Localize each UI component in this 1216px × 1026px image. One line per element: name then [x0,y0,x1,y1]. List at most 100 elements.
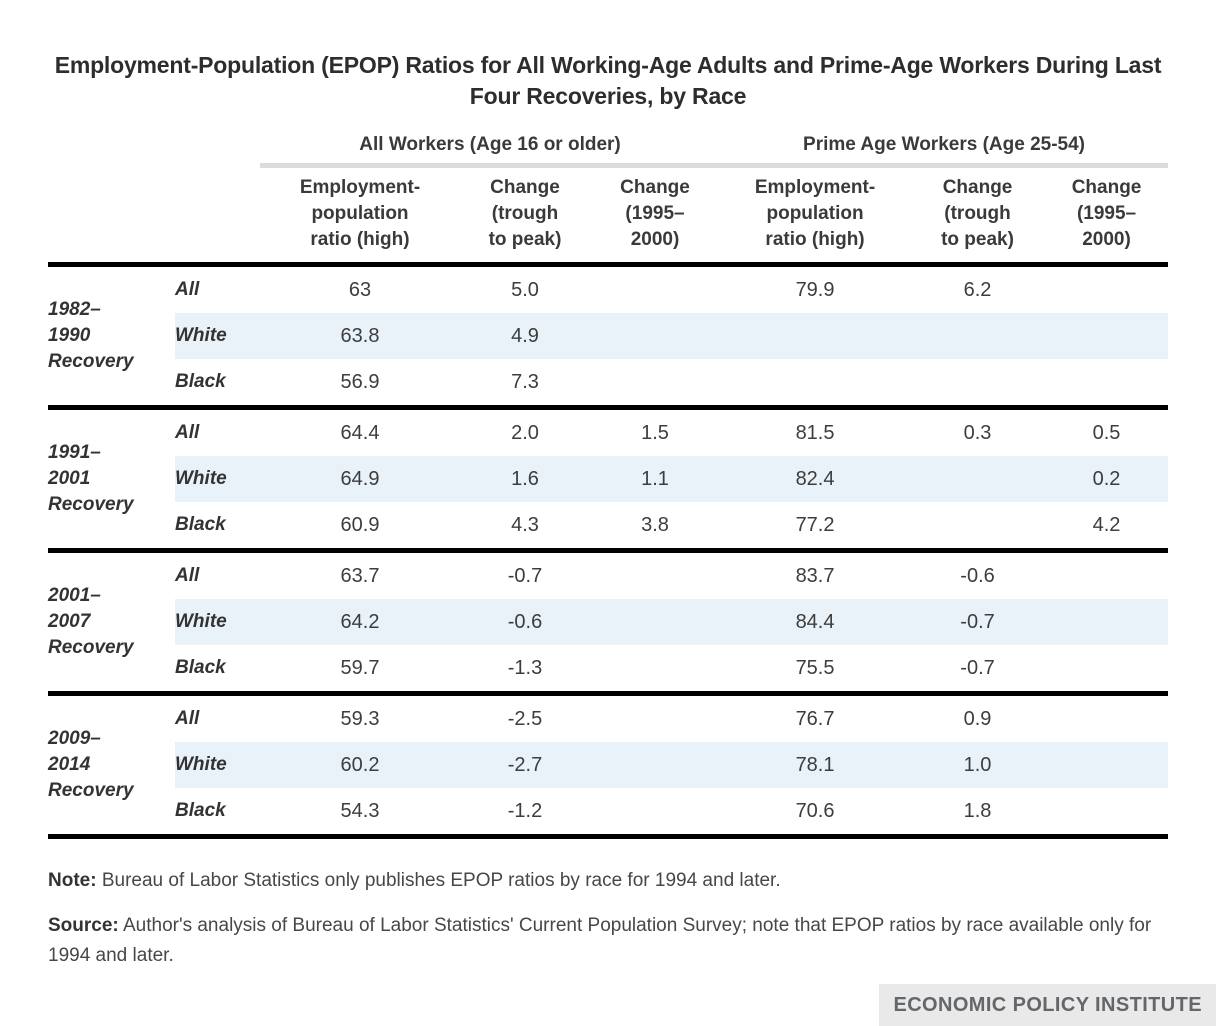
epop-table: All Workers (Age 16 or older) Prime Age … [48,132,1169,839]
value-cell: 64.4 [340,421,380,444]
value-cell [1045,788,1168,837]
value-cell: 64.2 [260,599,460,645]
group-header-all-workers: All Workers (Age 16 or older) [260,132,721,168]
value-cell [910,456,1046,502]
value-cell: 2.0 [511,421,539,444]
value-cell [590,551,720,600]
value-cell: 78.1 [720,742,911,788]
figure-title: Employment-Population (EPOP) Ratios for … [54,52,1162,109]
value-cell: -0.7 [910,599,1046,645]
value-cell: -0.6 [960,564,995,587]
value-cell: 0.3 [963,421,992,444]
value-cell [1045,599,1169,645]
recovery-period-label: 2001– 2007 Recovery [48,585,134,658]
table-row: White 64.9 1.6 1.1 82.4 0.2 [48,456,1169,502]
race-label: White [175,456,260,502]
value-cell [910,313,1046,359]
value-cell: -0.7 [960,656,995,679]
col-header-change-1995-2000-all: Change (1995– 2000) [590,165,721,267]
recovery-period-label: 2009– 2014 Recovery [48,728,134,801]
table-row: White 60.2 -2.7 78.1 1.0 [48,742,1169,788]
note-label: Note: [48,870,97,891]
value-cell: 3.8 [641,513,669,536]
race-label: White [175,742,260,788]
note-text: Note: Bureau of Labor Statistics only pu… [48,866,1158,896]
race-label: All [175,708,200,729]
value-cell: -2.5 [507,707,543,730]
race-label: All [175,565,200,586]
value-cell: 63 [348,278,372,301]
value-cell [590,313,721,359]
value-cell [590,788,720,837]
value-cell: 1.5 [641,421,669,444]
table-row: 1982– 1990 Recovery All 63 5.0 79.9 6.2 [48,265,1168,373]
race-label: All [175,279,200,300]
group-header-prime-age: Prime Age Workers (Age 25-54) [720,132,1169,168]
value-cell: 77.2 [795,513,835,536]
value-cell: 60.2 [260,742,460,788]
value-cell [590,265,720,314]
source-body: Author's analysis of Bureau of Labor Sta… [48,915,1152,966]
value-cell [910,502,1045,551]
value-cell: 59.7 [340,656,380,679]
value-cell: -0.6 [460,599,590,645]
value-cell: 0.5 [1092,421,1121,444]
value-cell [1045,645,1168,694]
value-cell: 4.9 [460,313,590,359]
col-header-change-trough-peak-all: Change (trough to peak) [460,165,590,267]
value-cell: 1.0 [910,742,1046,788]
value-cell [1045,742,1169,788]
value-cell: 1.1 [590,456,721,502]
value-cell: 7.3 [511,370,539,393]
value-cell: 64.9 [260,456,460,502]
race-label: White [175,313,260,359]
table-row: Black 56.9 7.3 [48,359,1168,408]
table-row: 2009– 2014 Recovery All 59.3 -2.5 76.7 0.9 [48,694,1168,802]
col-header-epop-ratio-prime: Employment- population ratio (high) [720,165,911,267]
value-cell: -2.7 [460,742,590,788]
header-spacer [48,165,260,267]
value-cell: 5.0 [511,278,539,301]
table-row: Black 54.3 -1.2 70.6 1.8 [48,788,1168,837]
value-cell: 76.7 [795,707,835,730]
recovery-block: 1991– 2001 Recovery All 64.4 2.0 1.5 81.5 0.3 0… [48,408,1169,551]
col-header-change-1995-2000-prime: Change (1995– 2000) [1045,165,1169,267]
value-cell: 4.2 [1092,513,1121,536]
value-cell: -0.7 [507,564,543,587]
value-cell [910,359,1045,408]
value-cell [1045,551,1168,600]
value-cell: 75.5 [795,656,835,679]
value-cell: 0.9 [963,707,992,730]
race-label: Black [175,657,226,678]
value-cell: 63.7 [340,564,380,587]
value-cell: 79.9 [795,278,835,301]
value-cell: 1.6 [460,456,590,502]
value-cell [1045,313,1169,359]
value-cell: 70.6 [795,799,835,822]
table-row: 2001– 2007 Recovery All 63.7 -0.7 83.7 -0.6 [48,551,1168,659]
value-cell: 54.3 [340,799,380,822]
value-cell [590,742,721,788]
header-spacer [48,132,260,166]
column-group-row: All Workers (Age 16 or older) Prime Age … [48,132,1169,168]
value-cell: 60.9 [340,513,380,536]
value-cell: 63.8 [260,313,460,359]
value-cell [1045,359,1168,408]
race-label: White [175,599,260,645]
value-cell: 83.7 [795,564,835,587]
value-cell [590,645,720,694]
value-cell [1045,694,1168,743]
column-header-row: Employment- population ratio (high) Chan… [48,165,1169,267]
value-cell [590,694,720,743]
value-cell [1045,265,1168,314]
table-row: White 63.8 4.9 [48,313,1169,359]
value-cell [720,313,911,359]
recovery-block: 2001– 2007 Recovery All 63.7 -0.7 83.7 -0.6 Wh… [48,551,1169,694]
source-text: Source: Author's analysis of Bureau of L… [48,911,1158,971]
race-label: Black [175,800,226,821]
value-cell: 59.3 [340,707,380,730]
col-header-change-trough-peak-prime: Change (trough to peak) [910,165,1046,267]
source-label: Source: [48,915,119,936]
race-label: Black [175,371,226,392]
